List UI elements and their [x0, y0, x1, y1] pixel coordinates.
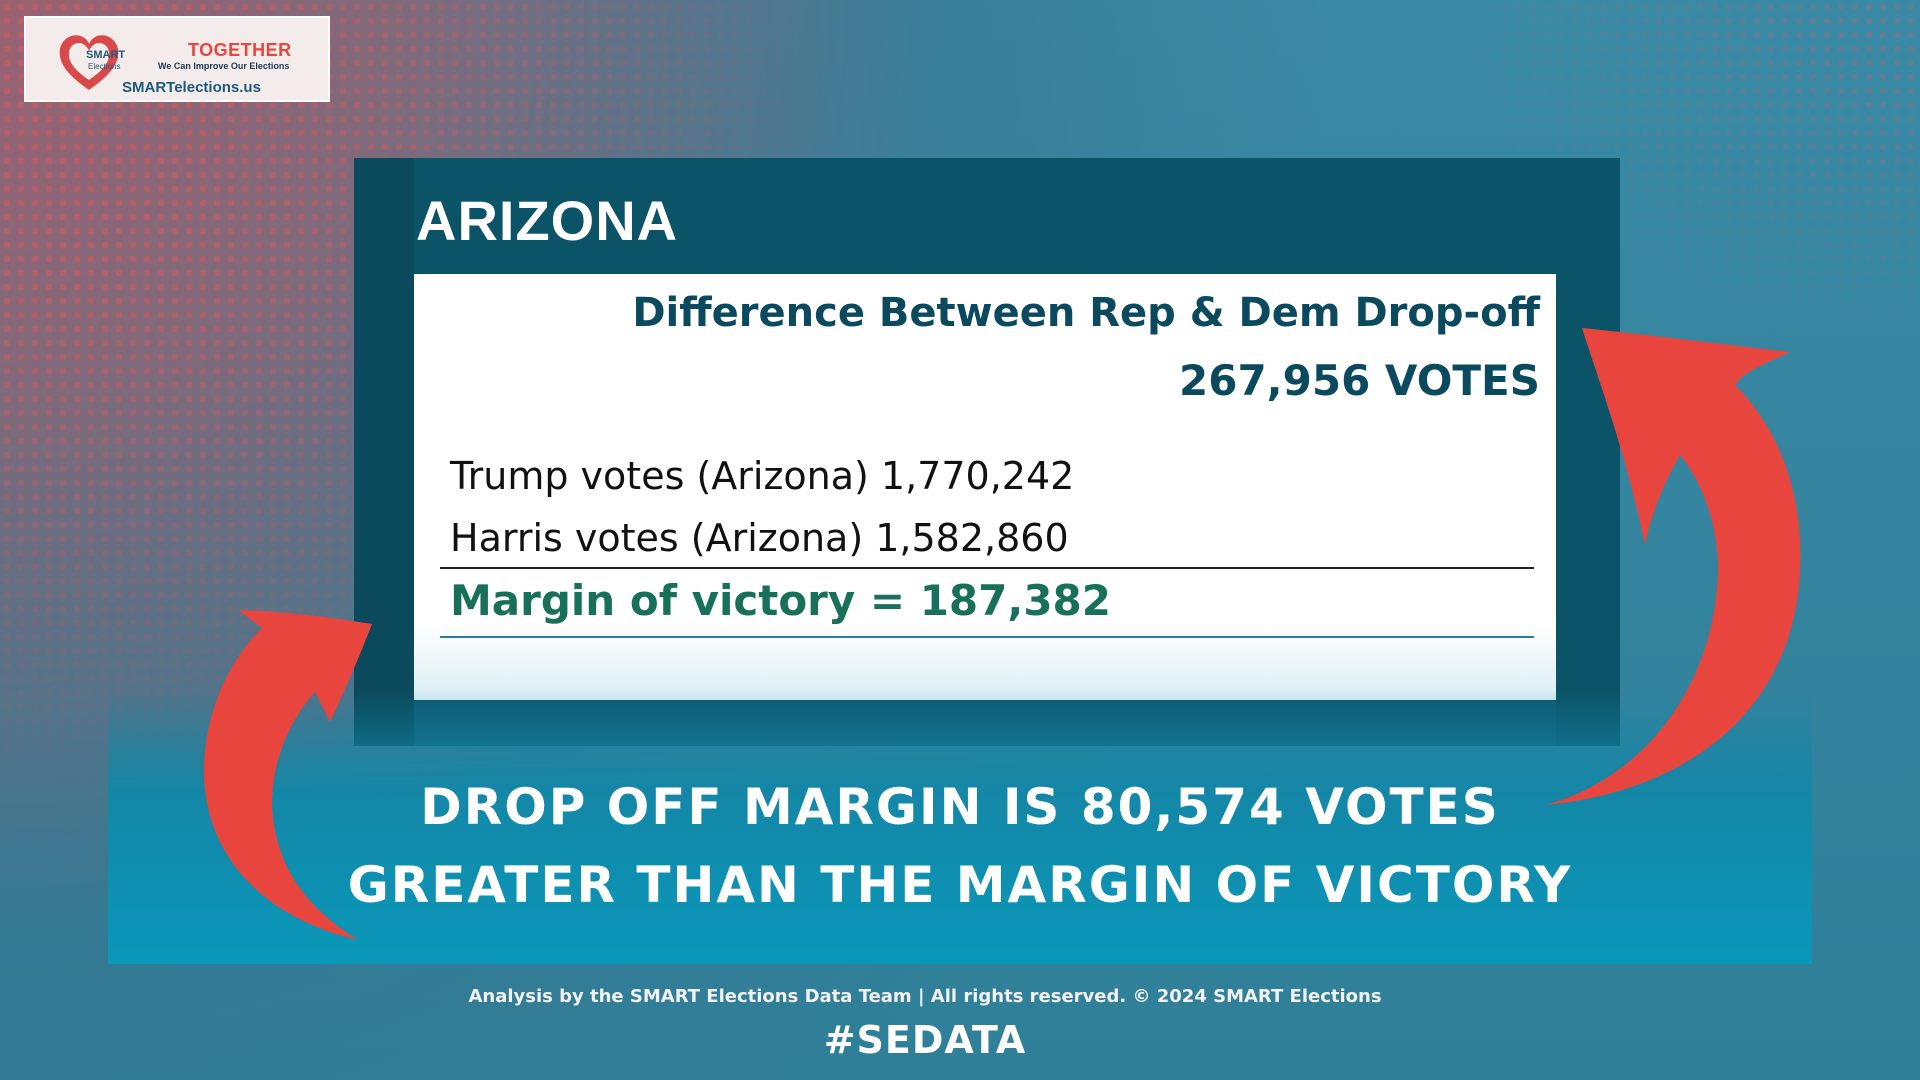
- conclusion-banner: [108, 690, 1812, 964]
- logo-together: TOGETHER: [188, 40, 292, 60]
- smart-elections-logo[interactable]: SMART Elections TOGETHER We Can Improve …: [24, 16, 330, 102]
- logo-tagline: We Can Improve Our Elections: [158, 61, 290, 71]
- banner-line-1: DROP OFF MARGIN IS 80,574 VOTES: [420, 778, 1500, 836]
- difference-value: 267,956 VOTES: [1179, 356, 1540, 405]
- harris-votes: Harris votes (Arizona) 1,582,860: [450, 516, 1069, 560]
- banner-line-2: GREATER THAN THE MARGIN OF VICTORY: [347, 856, 1573, 914]
- trump-votes: Trump votes (Arizona) 1,770,242: [450, 454, 1075, 498]
- arizona-card: ARIZONA Difference Between Rep & Dem Dro…: [354, 158, 1620, 746]
- margin-underline: [440, 636, 1534, 638]
- card-left-bar: [354, 158, 414, 746]
- state-title: ARIZONA: [416, 189, 679, 252]
- logo-brand-top: SMART: [86, 49, 126, 61]
- heart-icon: [59, 35, 119, 90]
- results-panel: Difference Between Rep & Dem Drop-off 26…: [414, 274, 1556, 700]
- margin-of-victory: Margin of victory = 187,382: [450, 576, 1112, 625]
- logo-url[interactable]: SMARTelections.us: [122, 79, 261, 96]
- difference-title: Difference Between Rep & Dem Drop-off: [632, 290, 1540, 336]
- hashtag[interactable]: #SEDATA: [823, 1018, 1027, 1062]
- logo-brand-bottom: Elections: [88, 62, 121, 71]
- credit-line: Analysis by the SMART Elections Data Tea…: [468, 986, 1382, 1007]
- sum-divider: [440, 567, 1534, 569]
